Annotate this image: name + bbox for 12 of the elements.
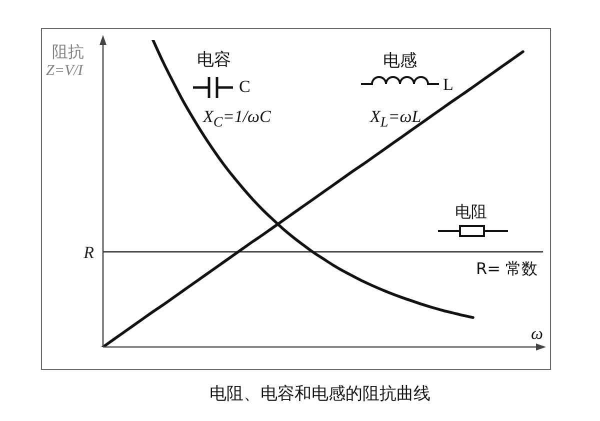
text: 电阻、电容和电感的阻抗曲线 — [210, 384, 430, 404]
annotation: 电阻 — [455, 202, 487, 221]
annotation: L — [443, 75, 454, 94]
ref-line-label: R — [82, 242, 95, 262]
y-axis-title: 阻抗 Z=V/I — [46, 42, 84, 79]
annotation: X$_{C}$=1/ωC — [203, 107, 271, 130]
annotation: R= 常数 — [476, 259, 538, 278]
annotation: C — [239, 77, 250, 96]
text: 电感 — [383, 51, 417, 71]
series-label: 电容 — [197, 50, 231, 70]
x-axis-title: ω — [531, 324, 544, 343]
annotation: X$_{L}$=ωL — [370, 107, 422, 130]
